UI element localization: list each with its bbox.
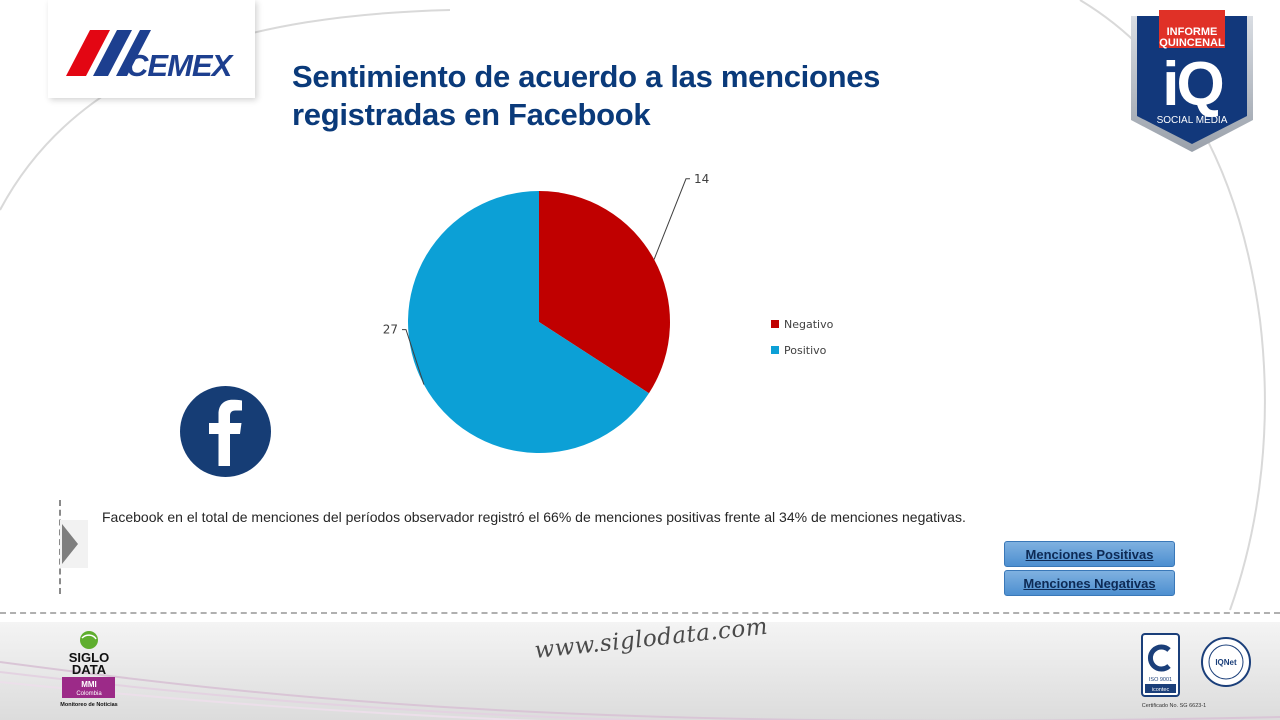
iso-label: ISO 9001 bbox=[1149, 677, 1172, 683]
legend-swatch-positivo bbox=[771, 346, 779, 354]
footer-swoosh bbox=[0, 661, 1280, 720]
icontec-label: icontec bbox=[1152, 687, 1170, 693]
brand-logo-text: CEMEX bbox=[126, 48, 235, 83]
positive-mentions-button[interactable]: Menciones Positivas bbox=[1004, 541, 1175, 567]
footer-divider bbox=[0, 612, 1280, 614]
leader-line-negativo bbox=[653, 178, 690, 260]
legend-swatch-negativo bbox=[771, 320, 779, 328]
certificate-number: Certificado No. SG 6623-1 bbox=[1142, 703, 1207, 709]
badge-mark: iQ bbox=[1162, 50, 1222, 119]
badge-line1: INFORME bbox=[1167, 26, 1218, 38]
chart-legend: Negativo Positivo bbox=[771, 318, 834, 357]
pie-slice-negativo bbox=[539, 191, 670, 394]
certification-badges: ISO 9001 icontec IQNet Certificado No. S… bbox=[1141, 633, 1251, 709]
brand-logo-card: CEMEX bbox=[48, 0, 255, 98]
legend-label-positivo: Positivo bbox=[784, 344, 827, 357]
siglo-line2: DATA bbox=[72, 662, 107, 677]
legend-label-negativo: Negativo bbox=[784, 318, 834, 331]
negative-mentions-button[interactable]: Menciones Negativas bbox=[1004, 570, 1175, 596]
badge-caption: SOCIAL MEDIA bbox=[1157, 115, 1228, 126]
pie-labels: 14 27 bbox=[383, 172, 709, 385]
pie-slice-positivo bbox=[408, 191, 649, 453]
page-title: Sentimiento de acuerdo a las menciones r… bbox=[292, 59, 881, 132]
chevron-right-icon bbox=[60, 520, 88, 568]
sentiment-pie-chart: 14 27 Negativo Positivo bbox=[383, 172, 834, 453]
data-label-negativo: 14 bbox=[694, 172, 709, 186]
iqnet-label: IQNet bbox=[1215, 658, 1237, 667]
cemex-logo: CEMEX bbox=[66, 30, 236, 83]
leader-line-positivo bbox=[402, 329, 425, 385]
facebook-icon bbox=[180, 386, 271, 477]
siglo-line1: SIGLO bbox=[69, 650, 109, 665]
siglo-line4: Colombia bbox=[76, 691, 102, 697]
pie-slices bbox=[408, 191, 670, 453]
siglo-data-logo: SIGLO DATA MMI Colombia Monitoreo de Not… bbox=[60, 631, 118, 708]
data-label-positivo: 27 bbox=[383, 323, 398, 337]
description-text: Facebook en el total de menciones del pe… bbox=[102, 509, 966, 525]
footer bbox=[0, 622, 1280, 720]
iq-report-badge: INFORME QUINCENAL iQ SOCIAL MEDIA bbox=[1131, 10, 1253, 152]
siglo-line3: MMI bbox=[81, 680, 97, 689]
badge-line2: QUINCENAL bbox=[1159, 37, 1225, 49]
siglo-line5: Monitoreo de Noticias bbox=[60, 702, 117, 708]
